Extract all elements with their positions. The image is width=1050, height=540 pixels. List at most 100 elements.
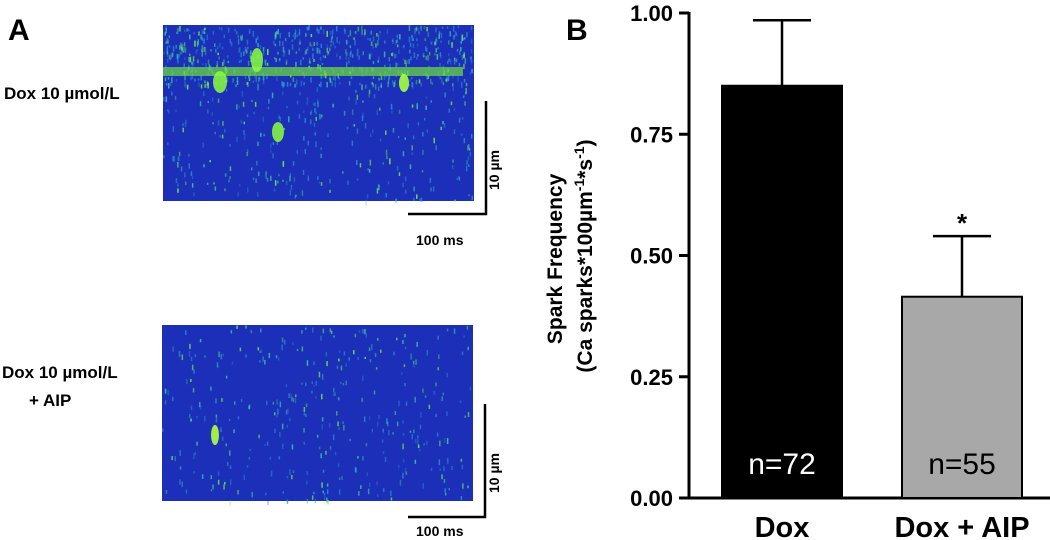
noise-pixel xyxy=(450,101,453,106)
noise-pixel xyxy=(221,436,224,441)
noise-pixel xyxy=(404,176,407,182)
noise-pixel xyxy=(171,52,174,57)
noise-pixel xyxy=(257,84,259,91)
noise-pixel xyxy=(206,182,209,185)
noise-pixel xyxy=(182,50,185,53)
noise-pixel xyxy=(365,200,367,206)
noise-pixel xyxy=(437,367,439,371)
noise-pixel xyxy=(275,35,277,38)
noise-pixel xyxy=(409,42,412,48)
noise-pixel xyxy=(365,333,368,338)
x-category-label: Dox xyxy=(755,512,810,540)
noise-pixel xyxy=(178,151,181,157)
noise-pixel xyxy=(416,43,419,47)
noise-pixel xyxy=(319,113,321,120)
noise-pixel xyxy=(318,29,320,34)
noise-pixel xyxy=(389,63,391,70)
noise-pixel xyxy=(196,416,198,419)
noise-pixel xyxy=(241,91,244,97)
noise-pixel xyxy=(304,149,307,154)
noise-pixel xyxy=(365,443,368,447)
noise-pixel xyxy=(364,356,366,359)
noise-pixel xyxy=(349,438,351,442)
noise-pixel xyxy=(183,42,186,47)
noise-pixel xyxy=(419,424,422,430)
noise-pixel xyxy=(413,429,415,434)
noise-pixel xyxy=(312,102,315,106)
noise-pixel xyxy=(231,361,234,365)
noise-pixel xyxy=(193,453,195,460)
noise-pixel xyxy=(451,42,453,48)
noise-pixel xyxy=(240,35,242,39)
noise-pixel xyxy=(369,54,371,60)
noise-pixel xyxy=(350,76,353,79)
noise-pixel xyxy=(396,337,398,341)
noise-pixel xyxy=(274,180,277,186)
noise-pixel xyxy=(388,57,390,62)
noise-pixel xyxy=(171,456,173,461)
noise-pixel xyxy=(463,63,465,70)
noise-pixel xyxy=(329,76,331,81)
noise-pixel xyxy=(282,179,284,182)
noise-pixel xyxy=(367,488,370,495)
noise-pixel xyxy=(398,109,401,114)
noise-pixel xyxy=(215,398,217,404)
noise-pixel xyxy=(356,128,359,134)
noise-pixel xyxy=(355,99,357,105)
noise-pixel xyxy=(307,26,309,31)
noise-pixel xyxy=(408,59,410,65)
noise-pixel xyxy=(248,405,250,410)
noise-pixel xyxy=(175,79,178,82)
noise-pixel xyxy=(184,57,186,61)
noise-pixel xyxy=(290,393,292,399)
noise-pixel xyxy=(402,151,405,157)
noise-pixel xyxy=(179,466,182,470)
noise-pixel xyxy=(361,25,363,31)
noise-pixel xyxy=(201,29,203,35)
noise-pixel xyxy=(425,55,428,60)
noise-pixel xyxy=(207,59,210,65)
noise-pixel xyxy=(318,446,321,450)
noise-pixel xyxy=(416,57,418,60)
noise-pixel xyxy=(338,477,341,480)
noise-pixel xyxy=(404,468,407,473)
noise-pixel xyxy=(321,482,323,488)
noise-pixel xyxy=(166,38,169,42)
noise-pixel xyxy=(429,177,432,183)
noise-pixel xyxy=(269,456,272,460)
noise-pixel xyxy=(169,57,171,61)
noise-pixel xyxy=(223,59,225,63)
noise-pixel xyxy=(376,109,378,116)
noise-pixel xyxy=(428,404,431,409)
noise-pixel xyxy=(295,51,298,54)
noise-pixel xyxy=(285,61,288,65)
noise-pixel xyxy=(249,52,252,59)
noise-pixel xyxy=(228,179,230,183)
noise-pixel xyxy=(426,440,428,446)
noise-pixel xyxy=(354,39,356,46)
noise-pixel xyxy=(393,84,395,87)
noise-pixel xyxy=(367,37,369,40)
noise-pixel xyxy=(236,104,238,110)
noise-pixel xyxy=(165,490,168,494)
noise-pixel xyxy=(376,33,378,37)
noise-pixel xyxy=(310,111,312,115)
noise-pixel xyxy=(430,187,432,192)
noise-pixel xyxy=(403,44,405,48)
noise-pixel xyxy=(424,395,427,398)
noise-pixel xyxy=(374,84,377,90)
calcium-spark xyxy=(272,122,284,142)
noise-pixel xyxy=(438,459,441,466)
noise-pixel xyxy=(246,82,248,85)
noise-pixel xyxy=(317,63,319,68)
noise-pixel xyxy=(321,424,323,430)
noise-pixel xyxy=(321,393,323,400)
noise-pixel xyxy=(469,71,472,75)
noise-pixel xyxy=(377,56,380,62)
noise-pixel xyxy=(277,51,279,55)
noise-pixel xyxy=(382,451,385,454)
noise-pixel xyxy=(305,327,307,330)
noise-pixel xyxy=(409,430,412,433)
noise-pixel xyxy=(454,30,457,37)
noise-pixel xyxy=(168,84,170,87)
